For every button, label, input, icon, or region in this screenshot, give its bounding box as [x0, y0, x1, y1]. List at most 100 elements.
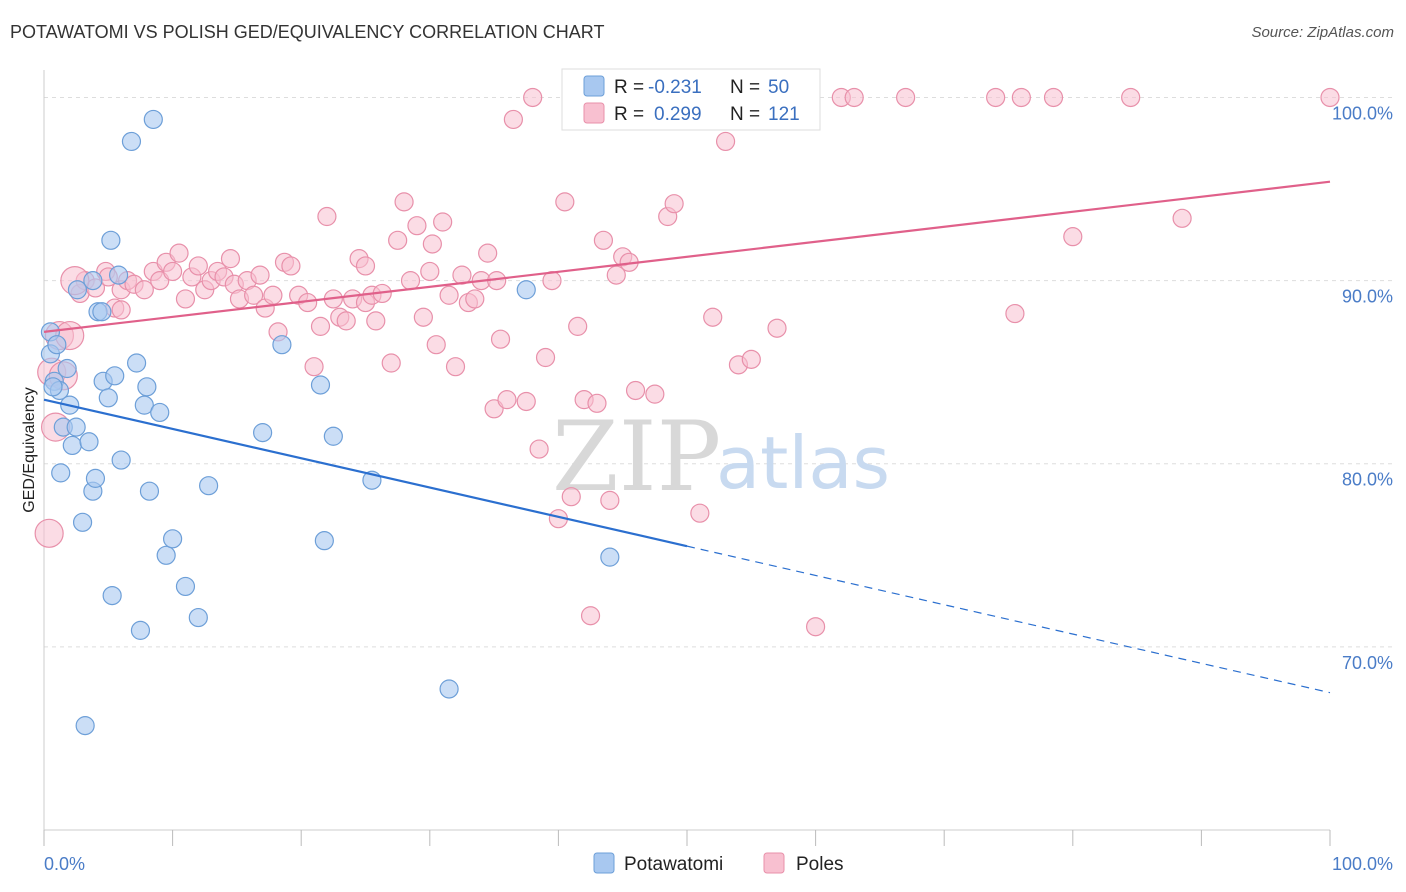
- poles-point-116: [111, 300, 131, 320]
- potawatomi-point-40: [272, 335, 292, 355]
- potawatomi-point-42: [323, 426, 343, 446]
- poles-point-103: [767, 318, 787, 338]
- legend-n-value-2: 121: [768, 104, 800, 125]
- poles-point-21: [175, 289, 196, 309]
- poles-point-54: [388, 230, 408, 250]
- poles-point-59: [420, 261, 440, 282]
- poles-point-62: [439, 285, 459, 305]
- poles-point-55: [394, 192, 414, 212]
- potawatomi-point-6: [57, 358, 77, 379]
- poles-point-96: [664, 194, 684, 214]
- chart-source: Source: ZipAtlas.com: [1251, 24, 1394, 41]
- potawatomi-point-47: [600, 547, 620, 567]
- potawatomi-point-19: [98, 388, 118, 408]
- legend-n-label-2: N =: [730, 104, 760, 125]
- poles-point-108: [986, 87, 1006, 108]
- poles-point-70: [490, 329, 511, 349]
- legend-r-value-2: 0.299: [654, 104, 702, 125]
- poles-point-60: [426, 335, 446, 355]
- poles-point-90: [625, 380, 646, 401]
- poles-point-80: [561, 487, 581, 507]
- poles-point-79: [555, 192, 575, 212]
- potawatomi-point-28: [150, 402, 170, 423]
- potawatomi-point-15: [83, 271, 103, 291]
- bottom-legend-label-potawatomi: Potawatomi: [624, 854, 723, 875]
- poles-point-53: [381, 353, 401, 373]
- x-tick-label-min: 0.0%: [44, 854, 85, 874]
- poles-point-106: [844, 87, 864, 108]
- trend-line-potawatomi-extension: [686, 545, 1331, 694]
- poles-point-76: [535, 347, 556, 368]
- poles-point-0: [34, 518, 64, 548]
- poles-point-35: [263, 285, 283, 305]
- poles-point-115: [1320, 87, 1340, 108]
- potawatomi-point-49: [67, 280, 88, 300]
- y-axis-tick-labels: 100.0% 90.0% 80.0% 70.0%: [1332, 103, 1393, 672]
- poles-point-33: [250, 265, 270, 285]
- poles-point-73: [516, 391, 536, 412]
- poles-point-98: [690, 503, 710, 523]
- x-tick-label-max: 100.0%: [1332, 854, 1393, 874]
- x-axis-ticks: [43, 830, 1331, 846]
- poles-point-63: [445, 357, 466, 377]
- poles-point-61: [433, 212, 453, 232]
- potawatomi-point-13: [85, 468, 106, 488]
- poles-point-23: [188, 256, 208, 276]
- poles-point-75: [529, 439, 549, 459]
- y-axis-label: GED/Equivalency: [21, 387, 38, 512]
- poles-point-112: [1063, 227, 1083, 247]
- potawatomi-point-26: [137, 377, 157, 397]
- bottom-legend-label-poles: Poles: [796, 854, 844, 875]
- poles-point-72: [503, 109, 523, 130]
- potawatomi-point-29: [156, 545, 176, 565]
- bottom-legend: Potawatomi Poles: [593, 852, 844, 875]
- poles-point-100: [715, 131, 736, 152]
- legend-r-label-2: R =: [614, 104, 644, 125]
- potawatomi-point-17: [92, 302, 112, 322]
- potawatomi-point-36: [130, 620, 151, 640]
- y-tick-label-0: 100.0%: [1332, 103, 1393, 123]
- poles-point-117: [355, 256, 376, 276]
- poles-point-66: [465, 289, 485, 309]
- potawatomi-point-27: [139, 481, 160, 501]
- poles-point-84: [587, 393, 607, 413]
- legend-n-value-1: 50: [768, 77, 789, 98]
- poles-point-120: [422, 234, 442, 254]
- poles-point-102: [741, 349, 761, 369]
- poles-point-28: [220, 249, 241, 269]
- potawatomi-point-46: [516, 280, 536, 300]
- poles-point-109: [1011, 87, 1031, 108]
- potawatomi-point-22: [101, 230, 121, 250]
- poles-point-86: [600, 490, 620, 510]
- potawatomi-point-30: [163, 529, 183, 549]
- poles-point-93: [645, 384, 665, 404]
- y-tick-label-2: 80.0%: [1342, 470, 1393, 490]
- potawatomi-point-24: [126, 353, 147, 373]
- legend-box: R = -0.231 N = 50 R = 0.299 N = 121: [561, 68, 821, 131]
- potawatomi-point-43: [314, 531, 334, 551]
- poles-point-111: [1005, 303, 1025, 324]
- legend-n-label-1: N =: [730, 77, 760, 98]
- y-tick-label-1: 90.0%: [1342, 287, 1393, 307]
- poles-point-57: [407, 216, 427, 236]
- trend-line-potawatomi: [43, 398, 688, 548]
- poles-point-110: [1043, 87, 1064, 108]
- trend-lines: [43, 180, 1331, 694]
- poles-point-85: [593, 230, 614, 250]
- potawatomi-point-5: [47, 335, 67, 355]
- watermark: ZIP atlas: [552, 401, 890, 513]
- legend-swatch-potawatomi: [583, 75, 605, 97]
- potawatomi-point-21: [111, 450, 131, 470]
- poles-point-42: [310, 316, 331, 336]
- poles-point-19: [163, 261, 183, 282]
- poles-point-32: [244, 285, 264, 305]
- poles-point-58: [413, 307, 433, 327]
- poles-point-41: [304, 357, 324, 377]
- series-poles-points: [34, 87, 1340, 637]
- bottom-legend-swatch-potawatomi: [593, 852, 615, 874]
- legend-swatch-poles: [583, 102, 605, 124]
- chart-title: POTAWATOMI VS POLISH GED/EQUIVALENCY COR…: [10, 22, 605, 42]
- poles-point-51: [366, 311, 386, 331]
- poles-point-38: [281, 256, 301, 276]
